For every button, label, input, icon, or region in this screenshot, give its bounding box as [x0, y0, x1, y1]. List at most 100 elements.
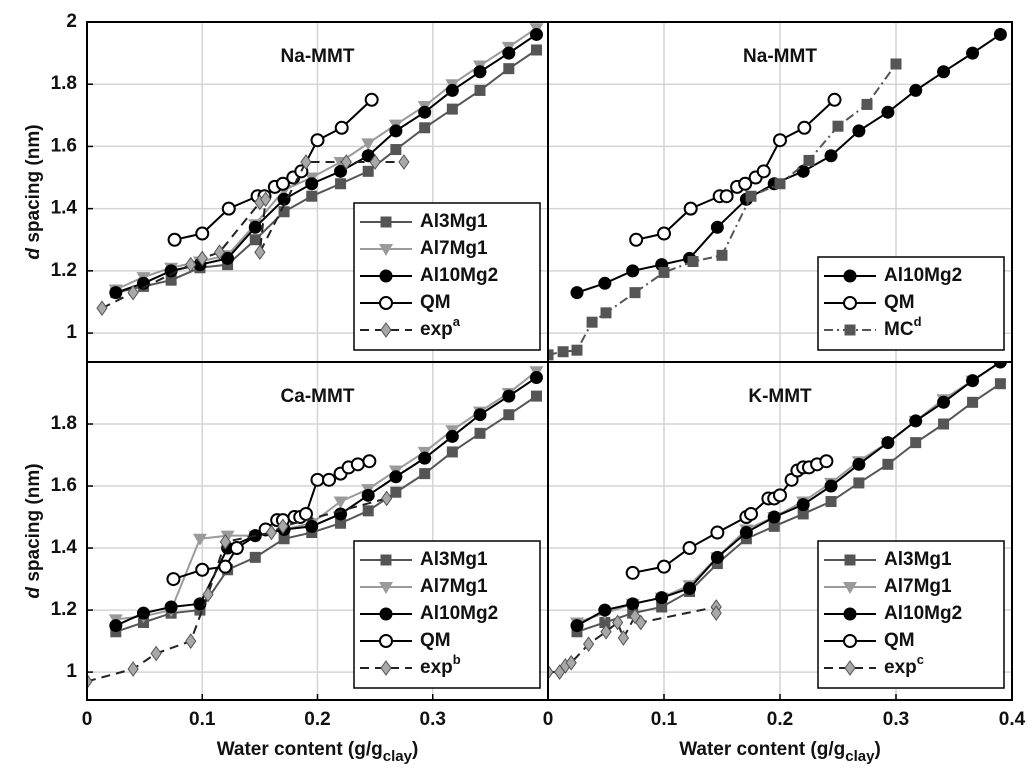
y-axis-label: d spacing (nm) [23, 124, 44, 259]
plot-area [548, 27, 1007, 361]
panel-title: Na-MMT [743, 46, 817, 67]
marker [362, 454, 377, 469]
y-tick-label: 1 [66, 661, 77, 682]
marker [275, 176, 290, 191]
x-axis-label-tail: ) [412, 739, 418, 760]
marker [310, 133, 325, 148]
marker [890, 58, 902, 70]
y-tick-label: 1 [66, 322, 77, 343]
marker [277, 192, 291, 206]
marker [852, 457, 866, 471]
marker [166, 572, 181, 587]
marker [861, 98, 873, 110]
marker [381, 490, 393, 507]
series-line [115, 395, 538, 633]
marker [938, 418, 950, 430]
marker [843, 582, 857, 594]
marker [202, 586, 214, 603]
legend-label: Al3Mg1 [420, 549, 488, 570]
y-tick-label: 1.4 [51, 537, 78, 558]
series-line [576, 382, 1001, 633]
y-tick-label: 1.8 [51, 73, 77, 94]
x-tick-label: 0.1 [189, 709, 216, 730]
marker [570, 286, 584, 300]
marker [334, 164, 348, 178]
marker [167, 232, 182, 247]
marker [473, 408, 487, 422]
plot-area [96, 23, 544, 317]
marker [844, 554, 856, 566]
legend-label: QM [884, 630, 915, 651]
marker [277, 518, 289, 535]
legend-name: MC [884, 319, 914, 340]
marker [657, 559, 671, 574]
marker [530, 390, 542, 402]
marker [530, 44, 542, 56]
marker [682, 541, 697, 556]
x-axis-label: Water content (g/gclay) [217, 739, 419, 765]
marker [774, 178, 786, 190]
marker [193, 597, 207, 611]
marker [683, 201, 698, 216]
y-axis-label-italic: d [23, 587, 44, 599]
marker [219, 533, 231, 550]
legend-label: QM [420, 292, 451, 313]
marker [446, 446, 458, 458]
x-axis-label-text: Water content (g/g [217, 739, 383, 760]
marker [380, 322, 392, 338]
marker [852, 124, 866, 138]
x-tick-label: 0 [543, 709, 554, 730]
marker [362, 505, 374, 517]
marker [389, 124, 403, 138]
y-tick-label: 1.6 [51, 475, 77, 496]
legend-label: Al10Mg2 [884, 603, 962, 624]
marker [369, 154, 381, 170]
x-tick-label: 0.1 [651, 709, 678, 730]
marker [249, 551, 261, 563]
x-tick-label: 0 [82, 709, 93, 730]
marker [994, 378, 1006, 390]
marker [474, 84, 486, 96]
marker [796, 164, 810, 178]
marker [127, 661, 139, 677]
marker [361, 149, 375, 163]
marker [362, 165, 374, 177]
marker [803, 154, 815, 166]
marker [529, 27, 543, 41]
marker [937, 395, 951, 409]
marker [390, 144, 402, 156]
marker [254, 244, 266, 261]
marker [335, 517, 347, 529]
legend-name: QM [420, 630, 451, 651]
marker [825, 496, 837, 508]
legend-label: Al3Mg1 [884, 549, 952, 570]
y-tick-label: 1.4 [51, 198, 78, 219]
marker [389, 470, 403, 484]
legend-label: Al7Mg1 [884, 576, 952, 597]
legend-name: Al10Mg2 [884, 603, 962, 624]
marker [767, 510, 781, 524]
marker [361, 138, 376, 151]
marker [379, 634, 393, 648]
marker [218, 559, 233, 574]
x-tick-label: 0.3 [883, 709, 909, 730]
marker [502, 389, 516, 403]
panel: 1 1.2 1.4 1.6 1.8 2 Na-MMT Al3Mg1 Al7Mg1 Al10Mg2 Q… [23, 11, 549, 363]
marker [571, 344, 583, 356]
legend-name: Al3Mg1 [884, 549, 952, 570]
marker [398, 154, 410, 170]
legend-name: exp [884, 657, 917, 678]
y-axis-label-italic: d [23, 248, 44, 260]
marker [844, 660, 856, 676]
marker [418, 451, 432, 465]
marker [419, 122, 431, 134]
panel-title: Ca-MMT [281, 386, 355, 407]
marker [966, 374, 980, 388]
legend-label: Al7Mg1 [420, 238, 488, 259]
marker [881, 105, 895, 119]
marker [136, 606, 150, 620]
marker [844, 324, 856, 336]
y-tick-label: 2 [66, 11, 77, 32]
